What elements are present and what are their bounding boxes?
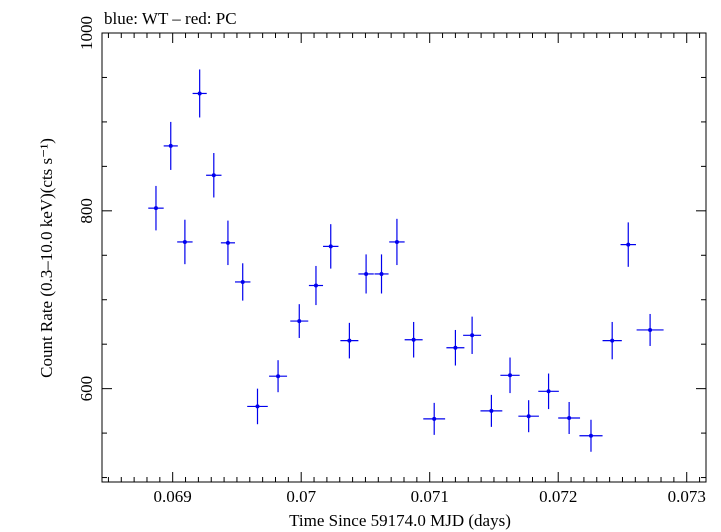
- x-tick-label: 0.073: [668, 487, 706, 506]
- data-point: [148, 185, 164, 231]
- point-marker: [567, 415, 572, 420]
- data-point: [177, 219, 193, 265]
- point-marker: [411, 337, 416, 342]
- point-marker: [379, 271, 384, 276]
- point-marker: [626, 242, 631, 247]
- data-point: [538, 373, 559, 410]
- data-point: [247, 388, 268, 425]
- y-tick-label: 1000: [77, 16, 96, 50]
- data-point: [404, 321, 423, 358]
- data-point: [558, 401, 581, 434]
- data-point: [206, 153, 222, 198]
- data-point: [192, 69, 207, 118]
- data-point: [446, 329, 465, 366]
- data-point: [480, 394, 503, 427]
- data-point: [602, 321, 622, 360]
- point-marker: [313, 283, 318, 288]
- axis-ticks: 0.069 0.07 0.071 0.072 0.073 600 800 1000: [77, 16, 706, 506]
- point-marker: [453, 345, 458, 350]
- data-point: [374, 254, 389, 294]
- point-marker: [255, 404, 260, 409]
- data-point: [389, 218, 405, 266]
- y-tick-label: 600: [77, 376, 96, 402]
- point-marker: [168, 143, 173, 148]
- data-point: [518, 400, 539, 433]
- point-marker: [364, 271, 369, 276]
- data-point: [620, 222, 636, 267]
- point-marker: [508, 373, 513, 378]
- point-marker: [489, 408, 494, 413]
- plot-frame: [101, 32, 707, 483]
- chart-title: blue: WT – red: PC: [104, 9, 237, 28]
- point-marker: [276, 374, 281, 379]
- point-marker: [240, 279, 245, 284]
- data-point: [308, 265, 324, 306]
- data-point: [579, 419, 603, 452]
- point-marker: [610, 338, 615, 343]
- point-marker: [648, 327, 653, 332]
- point-marker: [211, 173, 216, 178]
- point-marker: [526, 414, 531, 419]
- point-marker: [394, 239, 399, 244]
- point-marker: [153, 206, 158, 211]
- x-axis-title: Time Since 59174.0 MJD (days): [289, 511, 511, 530]
- data-point: [500, 357, 520, 394]
- point-marker: [197, 91, 202, 96]
- data-points: [148, 69, 664, 452]
- data-point: [423, 402, 446, 435]
- data-point: [269, 360, 288, 393]
- data-point: [340, 322, 359, 359]
- y-tick-label: 800: [77, 198, 96, 224]
- point-marker: [225, 240, 230, 245]
- point-marker: [297, 319, 302, 324]
- y-axis-title: Count Rate (0.3–10.0 keV)(cts s⁻¹): [37, 138, 56, 378]
- data-point: [636, 313, 664, 346]
- point-marker: [470, 333, 475, 338]
- data-point: [323, 224, 339, 269]
- point-marker: [182, 239, 187, 244]
- point-marker: [546, 389, 551, 394]
- x-tick-label: 0.071: [411, 487, 449, 506]
- axes: [101, 32, 707, 483]
- data-point: [220, 220, 236, 266]
- data-point: [463, 316, 482, 354]
- data-point: [163, 121, 178, 170]
- x-tick-label: 0.07: [286, 487, 316, 506]
- point-marker: [347, 338, 352, 343]
- point-marker: [432, 416, 437, 421]
- x-tick-label: 0.069: [154, 487, 192, 506]
- point-marker: [588, 433, 593, 438]
- point-marker: [328, 244, 333, 249]
- data-point: [290, 304, 309, 338]
- data-point: [235, 263, 251, 301]
- x-tick-label: 0.072: [539, 487, 577, 506]
- data-point: [358, 254, 374, 294]
